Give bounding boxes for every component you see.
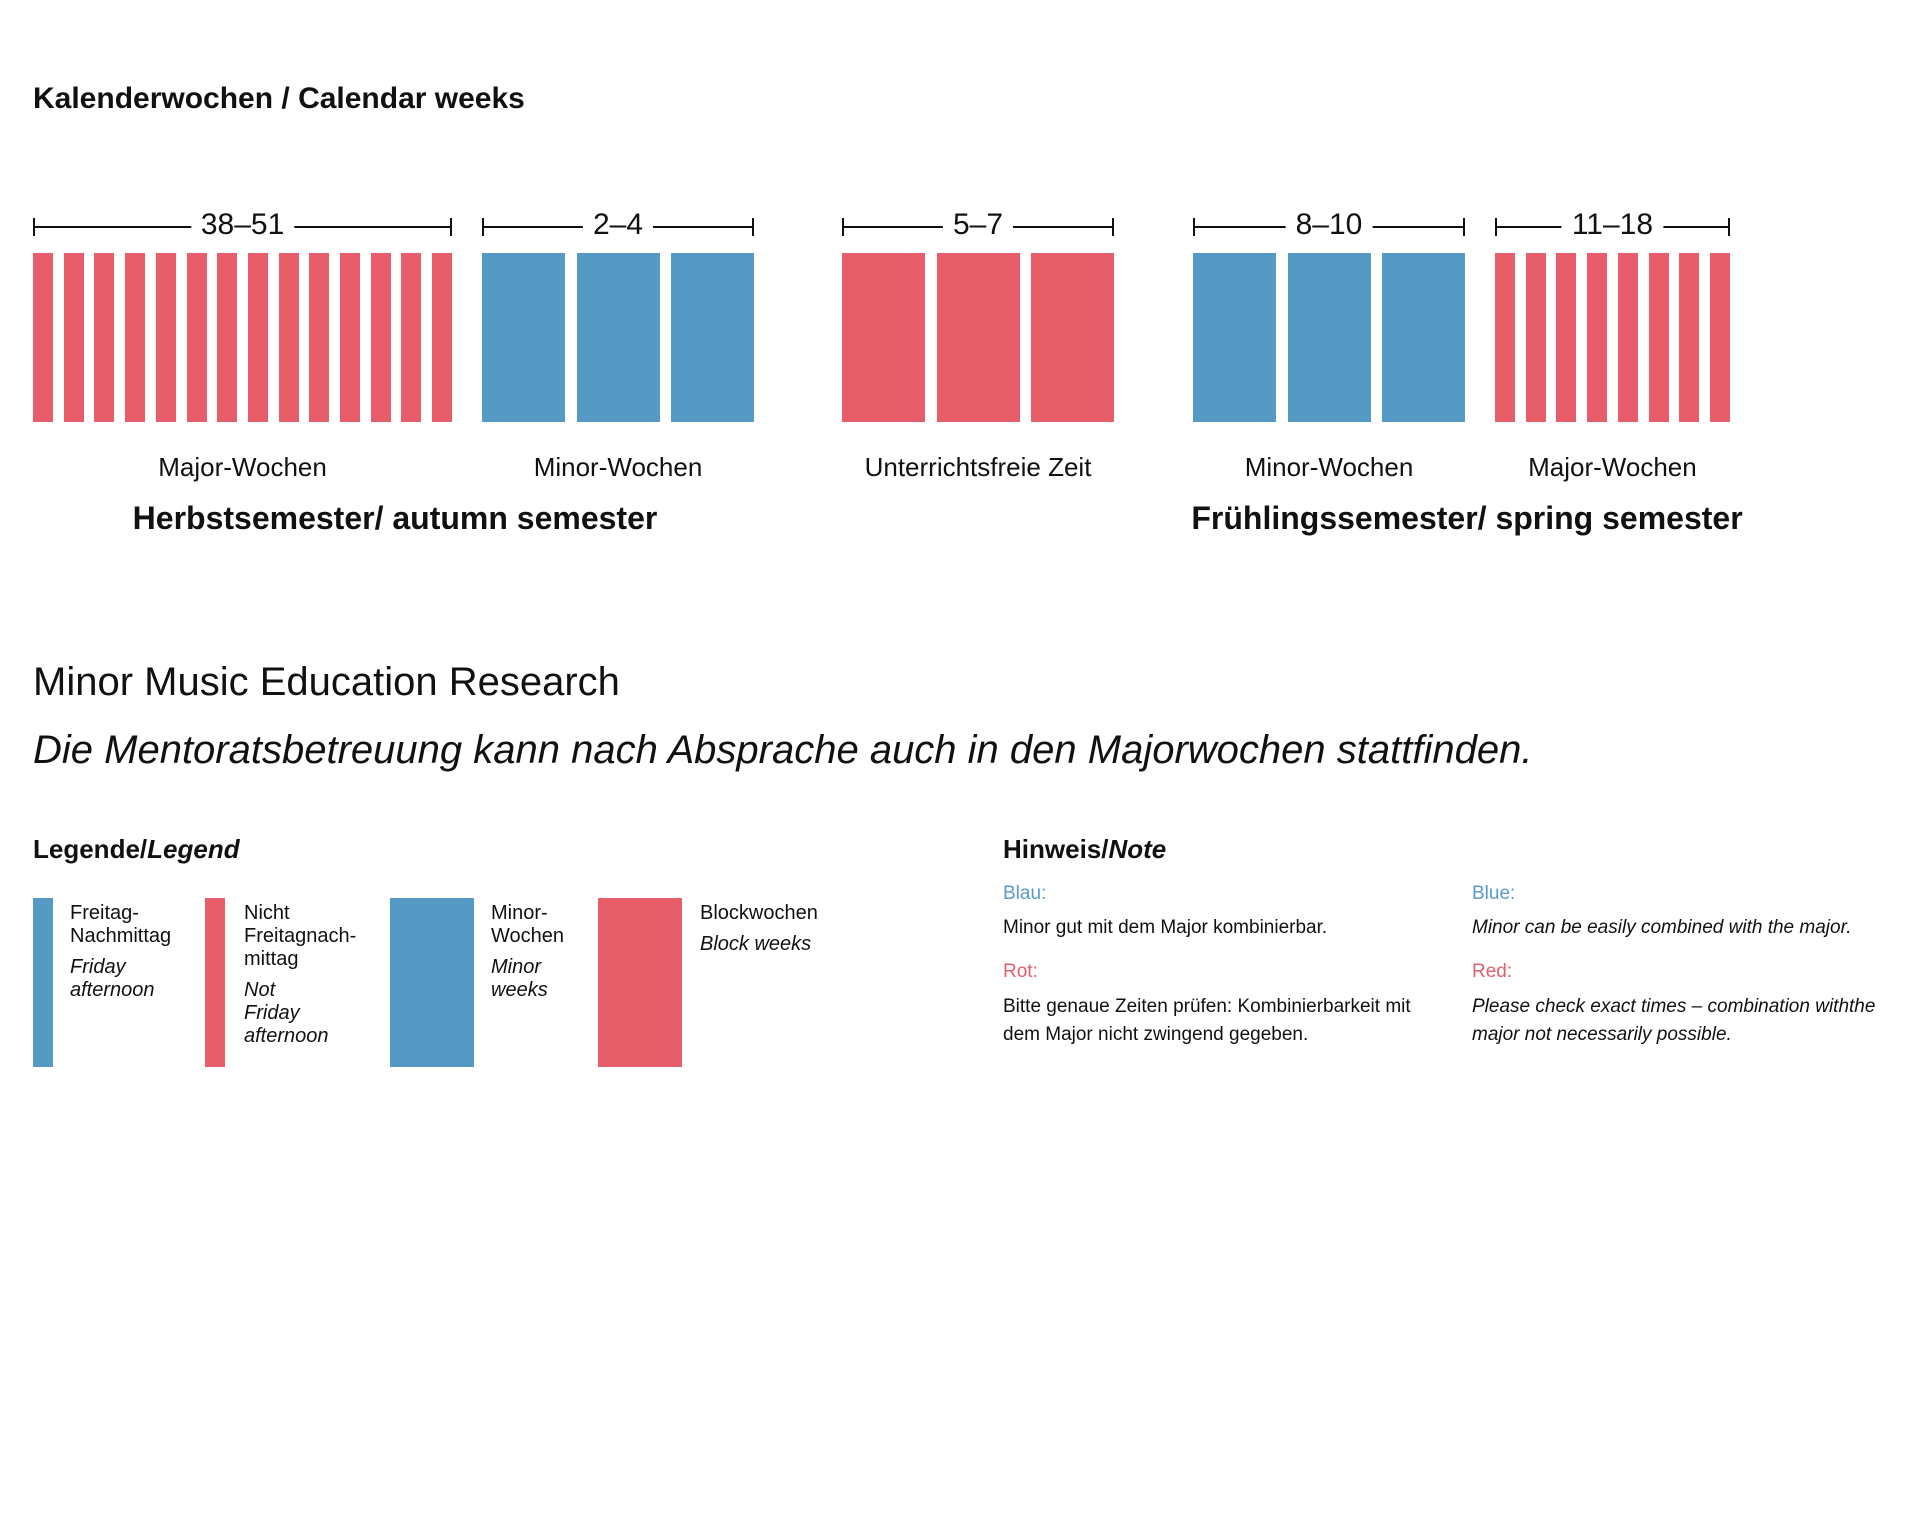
legend-label-de: Blockwochen <box>700 902 818 924</box>
week-range-label: 11–18 <box>1561 208 1664 242</box>
note-red-text-de-2: dem Major nicht zwingend gegeben. <box>1003 1024 1309 1045</box>
legend-label-de: Nicht Freitagnach- mittag <box>244 902 357 970</box>
week-group-label: Unterrichtsfreie Zeit <box>864 452 1092 482</box>
week-bar <box>1587 253 1608 422</box>
week-bar <box>1287 253 1371 422</box>
legend-swatch <box>390 898 474 1067</box>
week-bar <box>125 253 146 422</box>
week-bar <box>1679 253 1700 422</box>
week-bar <box>432 253 453 422</box>
week-bar <box>247 253 268 422</box>
week-range-label: 8–10 <box>1285 208 1373 242</box>
legend-item-text: Blockwochen Block weeks <box>700 902 818 956</box>
week-bar <box>217 253 238 422</box>
week-range-label: 5–7 <box>942 208 1014 242</box>
week-bar <box>842 253 925 422</box>
note-title: Hinweis/Note <box>1003 834 1167 864</box>
program-heading: Minor Music Education Research <box>33 660 620 704</box>
week-bar <box>936 253 1020 422</box>
note-blue-label-de: Blau: <box>1003 883 1047 904</box>
autumn-semester-label: Herbstsemester/ autumn semester <box>132 500 658 536</box>
week-bar <box>340 253 360 422</box>
week-bar <box>370 253 391 422</box>
week-range-bracket: 2–4 <box>482 208 754 242</box>
page-title: Kalenderwochen / Calendar weeks <box>33 82 525 115</box>
week-bar <box>1709 253 1730 422</box>
legend-label-de: Freitag- Nachmittag <box>70 902 172 947</box>
legend-swatch <box>598 898 682 1067</box>
week-range-bracket: 5–7 <box>842 208 1114 242</box>
week-bar <box>1495 253 1515 422</box>
spring-semester-label: Frühlingssemester/ spring semester <box>1191 500 1743 536</box>
week-range-label: 2–4 <box>582 208 654 242</box>
note-red-text-de-1: Bitte genaue Zeiten prüfen: Kombinierbar… <box>1003 996 1411 1017</box>
week-bar <box>1617 253 1638 422</box>
week-group-label: Minor-Wochen <box>1244 452 1414 482</box>
note-red-text-en-1: Please check exact times – combination w… <box>1472 996 1876 1017</box>
week-bar <box>576 253 660 422</box>
week-bar <box>63 253 84 422</box>
week-bar <box>671 253 754 422</box>
mentoring-note: Die Mentoratsbetreuung kann nach Absprac… <box>33 728 1533 772</box>
legend-swatch <box>205 898 225 1067</box>
week-bar <box>1648 253 1669 422</box>
note-red-label-de: Rot: <box>1003 961 1038 982</box>
week-bar <box>1556 253 1577 422</box>
legend-item-text: Freitag- Nachmittag Friday afternoon <box>70 902 171 1002</box>
week-group-label: Major-Wochen <box>158 452 327 482</box>
week-bar <box>1193 253 1276 422</box>
week-bar <box>33 253 53 422</box>
note-blue-text-en: Minor can be easily combined with the ma… <box>1472 917 1852 938</box>
week-bar <box>94 253 115 422</box>
legend-label-en: Not Friday afternoon <box>244 979 329 1047</box>
week-bar <box>482 253 565 422</box>
note-red-text-en-2: major not necessarily possible. <box>1472 1024 1732 1045</box>
week-bar <box>401 253 422 422</box>
week-bar <box>309 253 330 422</box>
week-bar <box>1031 253 1114 422</box>
week-range-bracket: 38–51 <box>33 208 453 242</box>
legend-label-en: Friday afternoon <box>70 956 155 1001</box>
legend-item-text: Nicht Freitagnach- mittag Not Friday afte… <box>244 902 356 1048</box>
legend-label-en: Block weeks <box>700 933 812 955</box>
note-red-label-en: Red: <box>1472 961 1513 982</box>
week-bar <box>1382 253 1465 422</box>
week-bar <box>278 253 299 422</box>
week-range-bracket: 11–18 <box>1495 208 1730 242</box>
legend-label-de: Minor- Wochen <box>491 902 565 947</box>
legend-title: Legende/Legend <box>33 834 240 864</box>
week-bar <box>155 253 176 422</box>
week-bar <box>186 253 207 422</box>
note-blue-text-de: Minor gut mit dem Major kombinierbar. <box>1003 917 1328 938</box>
week-range-bracket: 8–10 <box>1193 208 1465 242</box>
week-group-label: Minor-Wochen <box>533 452 703 482</box>
legend-item-text: Minor- Wochen Minor weeks <box>491 902 564 1002</box>
week-group-label: Major-Wochen <box>1528 452 1697 482</box>
note-blue-label-en: Blue: <box>1472 883 1516 904</box>
week-bar <box>1525 253 1546 422</box>
legend-swatch <box>33 898 53 1067</box>
week-range-label: 38–51 <box>190 208 295 242</box>
legend-label-en: Minor weeks <box>491 956 548 1001</box>
